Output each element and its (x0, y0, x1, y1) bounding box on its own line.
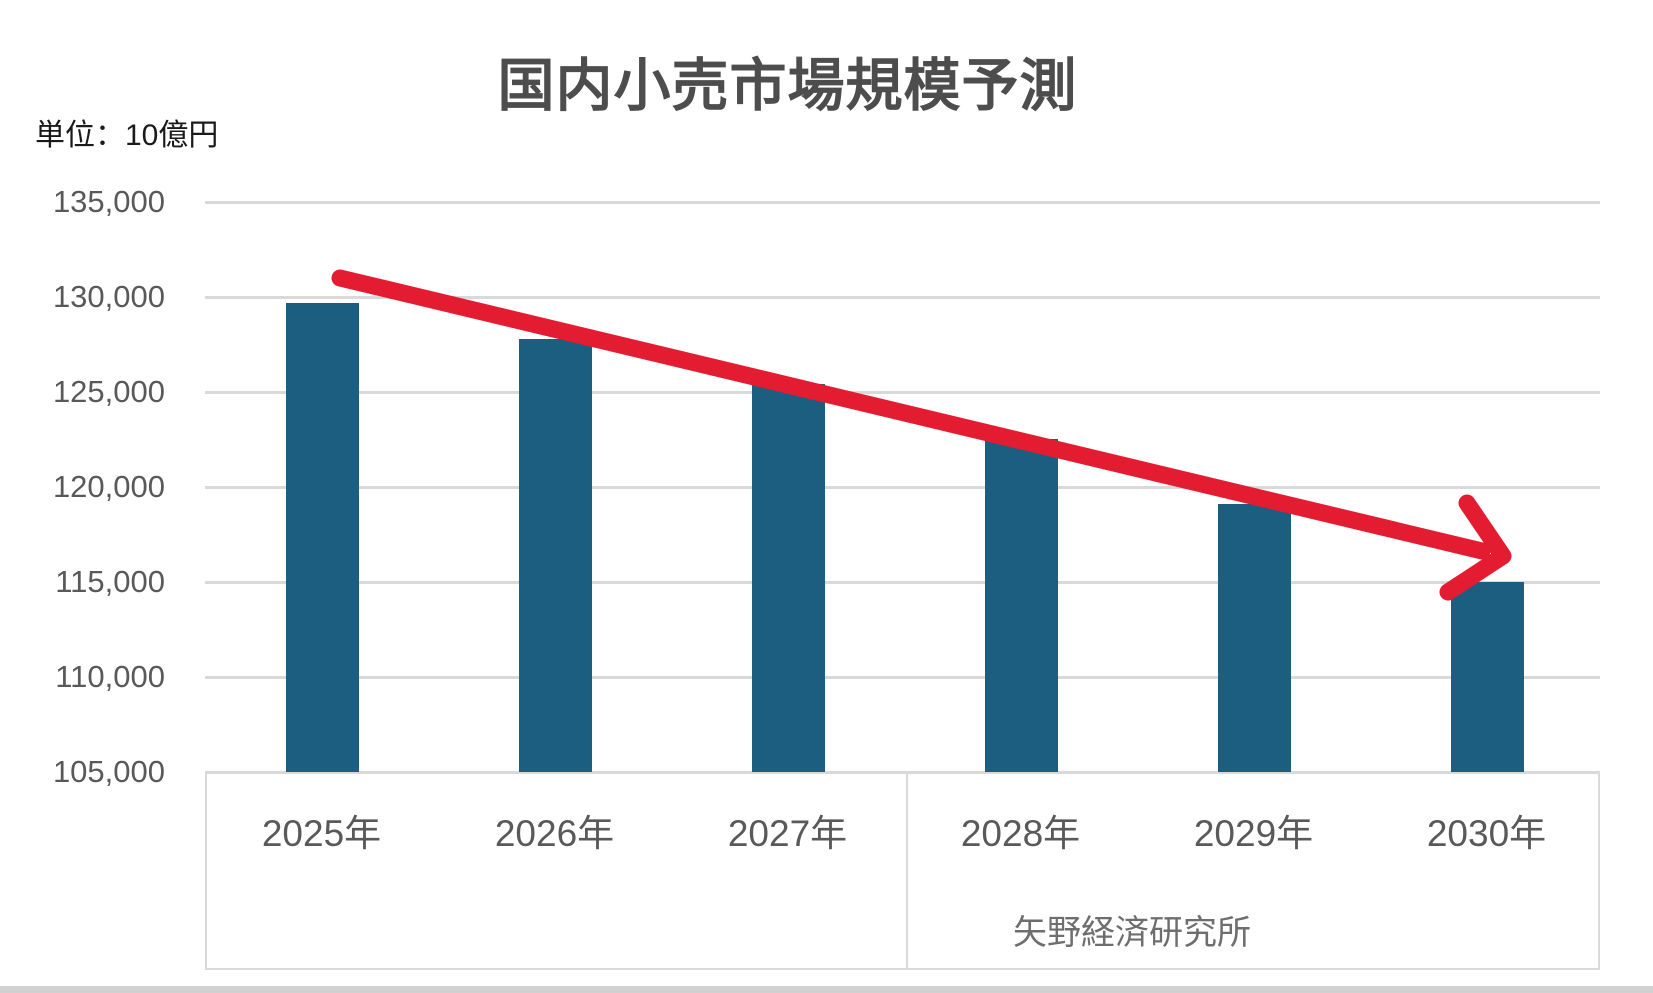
y-axis-tick-label: 130,000 (52, 279, 165, 314)
x-axis-tick-label: 2025年 (261, 813, 382, 854)
unit-label: 単位：10億円 (35, 119, 219, 152)
chart-title: 国内小売市場規模予測 (497, 54, 1078, 118)
x-axis-tick-label: 2026年 (494, 813, 615, 854)
x-axis-tick-label: 2030年 (1426, 813, 1547, 854)
bar-2027年 (751, 384, 825, 772)
x-axis-tick-label: 2027年 (727, 813, 848, 854)
x-axis-tick-label: 2028年 (960, 813, 1081, 854)
y-axis-tick-label: 125,000 (52, 374, 165, 409)
source-label: 矢野経済研究所 (1013, 914, 1251, 952)
y-axis-tick-label: 105,000 (52, 754, 165, 789)
y-axis-tick-label: 115,000 (55, 564, 165, 599)
bar-2026年 (518, 339, 592, 772)
y-axis-tick-label: 135,000 (52, 184, 165, 219)
y-axis-tick-label: 110,000 (55, 659, 165, 694)
bar-2029年 (1217, 504, 1291, 772)
x-axis-label-box: 2025年 2026年 2027年 2028年 2029年 2030年 矢野経済研究所 (205, 772, 1600, 970)
gridline (205, 201, 1600, 204)
x-axis-tick-label: 2029年 (1193, 813, 1314, 854)
gridline (205, 486, 1600, 489)
bar-2025年 (285, 303, 359, 772)
gridline (205, 581, 1600, 584)
bar-2030年 (1450, 582, 1524, 772)
gridline (205, 676, 1600, 679)
gridline (205, 771, 1600, 774)
gridline (205, 391, 1600, 394)
plot-area (205, 201, 1600, 774)
x-axis-divider (906, 772, 908, 968)
gridline (205, 296, 1600, 299)
y-axis-tick-label: 120,000 (52, 469, 165, 504)
bottom-border-strip (0, 986, 1653, 993)
bar-2028年 (984, 439, 1058, 772)
